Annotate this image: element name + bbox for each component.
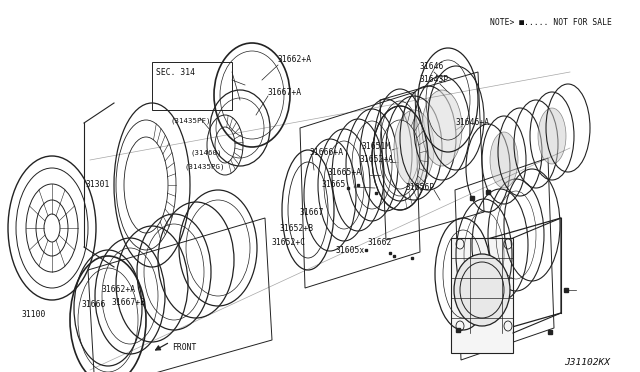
Ellipse shape bbox=[454, 254, 510, 326]
Text: 31643P: 31643P bbox=[420, 75, 449, 84]
Text: 31646: 31646 bbox=[420, 62, 444, 71]
Text: 31605x: 31605x bbox=[336, 246, 365, 255]
Ellipse shape bbox=[394, 110, 434, 186]
Text: 31662+A: 31662+A bbox=[278, 55, 312, 64]
Text: 31667+B: 31667+B bbox=[112, 298, 146, 307]
Text: 31665+A: 31665+A bbox=[328, 168, 362, 177]
Text: SEC. 314: SEC. 314 bbox=[156, 68, 195, 77]
Text: 31646+A: 31646+A bbox=[456, 118, 490, 127]
Text: 31651M: 31651M bbox=[362, 142, 391, 151]
Bar bbox=[451, 238, 513, 353]
Text: 31301: 31301 bbox=[86, 180, 110, 189]
Text: 31662+A: 31662+A bbox=[102, 285, 136, 294]
Text: 31665: 31665 bbox=[322, 180, 346, 189]
Text: 31100: 31100 bbox=[22, 310, 46, 319]
Text: 31652+B: 31652+B bbox=[280, 224, 314, 233]
Text: 31666: 31666 bbox=[82, 300, 106, 309]
Text: 31662: 31662 bbox=[368, 238, 392, 247]
Text: J31102KX: J31102KX bbox=[564, 358, 610, 367]
Text: 31667: 31667 bbox=[300, 208, 324, 217]
Ellipse shape bbox=[490, 132, 518, 188]
Text: 31652+A: 31652+A bbox=[360, 155, 394, 164]
Ellipse shape bbox=[422, 90, 462, 166]
Text: (31435PG): (31435PG) bbox=[185, 163, 225, 170]
Text: 31652+C: 31652+C bbox=[272, 238, 306, 247]
Text: NOTE> ■..... NOT FOR SALE: NOTE> ■..... NOT FOR SALE bbox=[490, 18, 612, 27]
Text: 31667+A: 31667+A bbox=[268, 88, 302, 97]
Text: 31656P: 31656P bbox=[406, 183, 435, 192]
Text: (31460): (31460) bbox=[190, 150, 221, 157]
Text: (31435PF): (31435PF) bbox=[170, 118, 211, 125]
Text: FRONT: FRONT bbox=[172, 343, 196, 352]
Text: 31666+A: 31666+A bbox=[310, 148, 344, 157]
Ellipse shape bbox=[538, 108, 566, 164]
